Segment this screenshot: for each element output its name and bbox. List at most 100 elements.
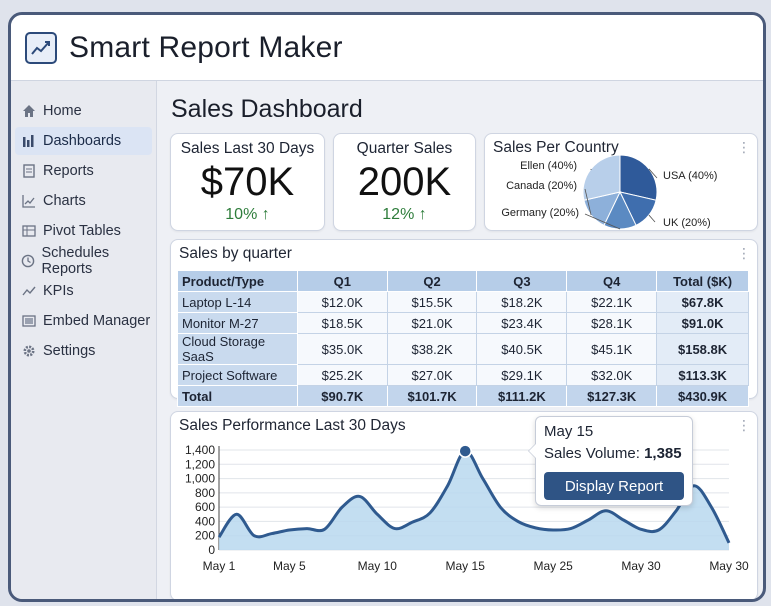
pie-slice[interactable]	[619, 154, 658, 201]
y-tick-label: 1,400	[185, 443, 215, 457]
more-options-icon[interactable]: ⋮	[737, 139, 751, 155]
pie-leader-line	[648, 214, 656, 223]
table-cell: $35.0K	[296, 333, 388, 365]
pie-label: Ellen (40%)	[520, 160, 577, 172]
pie-leader-line	[648, 168, 658, 179]
app-window: Smart Report Maker Home Dashboards Repor…	[8, 12, 766, 602]
display-report-button[interactable]: Display Report	[544, 472, 684, 500]
table-cell: Cloud Storage SaaS	[177, 333, 298, 365]
table-cell: $91.0K	[656, 312, 749, 334]
chart-tooltip: May 15 Sales Volume: 1,385 Display Repor…	[528, 416, 693, 506]
sidebar-item-reports[interactable]: Reports	[15, 157, 152, 185]
pie-leader-line	[584, 188, 592, 216]
sidebar-item-label: Embed Manager	[43, 313, 151, 329]
line-chart-icon	[21, 193, 37, 209]
table-cell: $127.3K	[566, 385, 658, 407]
table-row: Monitor M-27 $18.5K $21.0K $23.4K $28.1K…	[177, 312, 749, 334]
tooltip-arrow-inner	[529, 444, 536, 458]
kpi-value: $70K	[200, 160, 295, 204]
sidebar-item-dashboards[interactable]: Dashboards	[15, 127, 152, 155]
table-cell: $113.3K	[656, 364, 749, 386]
bar-chart-icon	[21, 133, 37, 149]
sidebar-item-label: Settings	[43, 343, 96, 359]
sales-by-quarter-card: Sales by quarter ⋮ Product/Type Q1 Q2 Q3…	[170, 239, 758, 407]
clock-icon	[21, 253, 35, 269]
x-tick-label: May 10	[358, 559, 398, 573]
table-cell: $32.0K	[566, 364, 658, 386]
column-header[interactable]: Q3	[476, 270, 568, 292]
sidebar-item-label: Charts	[43, 193, 86, 209]
table-cell: $158.8K	[656, 333, 749, 365]
table-cell: $101.7K	[386, 385, 478, 407]
table-cell: Monitor M-27	[177, 312, 298, 334]
tooltip-date: May 15	[544, 423, 594, 440]
table-cell: $12.0K	[296, 291, 388, 313]
column-header[interactable]: Product/Type	[177, 270, 298, 292]
sidebar-item-embed-manager[interactable]: Embed Manager	[15, 307, 152, 335]
sidebar: Home Dashboards Reports Charts Pivot Tab…	[11, 81, 157, 599]
kpi-label: Quarter Sales	[356, 140, 453, 157]
y-tick-label: 1,000	[185, 472, 215, 486]
table-cell: $15.5K	[386, 291, 478, 313]
table-cell: $45.1K	[566, 333, 658, 365]
sidebar-item-label: Reports	[43, 163, 94, 179]
table-cell: $18.2K	[476, 291, 568, 313]
series-line[interactable]	[217, 449, 731, 544]
home-icon	[21, 103, 37, 119]
table-cell: $29.1K	[476, 364, 568, 386]
sidebar-item-label: Dashboards	[43, 133, 122, 149]
pie-label: Germany (20%)	[501, 207, 579, 219]
document-icon	[21, 163, 37, 179]
sidebar-item-home[interactable]: Home	[15, 97, 152, 125]
card-title: Sales by quarter	[179, 245, 292, 262]
y-tick-label: 600	[195, 500, 215, 514]
sidebar-item-settings[interactable]: Settings	[15, 337, 152, 365]
sidebar-item-schedules-reports[interactable]: Schedules Reports	[15, 245, 152, 277]
table-cell: $40.5K	[476, 333, 568, 365]
kpi-value: 200K	[357, 160, 452, 204]
table-header-row: Product/Type Q1 Q2 Q3 Q4 Total ($K)	[177, 270, 749, 292]
sales-performance-card: Sales Performance Last 30 Days ⋮ 0 200 400…	[170, 411, 758, 599]
sidebar-item-label: KPIs	[43, 283, 74, 299]
kpi-change: 10% ↑	[225, 206, 270, 223]
y-tick-label: 200	[195, 529, 215, 543]
quarter-table: Product/Type Q1 Q2 Q3 Q4 Total ($K) Lapt…	[177, 270, 749, 407]
highlight-point[interactable]	[458, 444, 472, 458]
table-cell: $22.1K	[566, 291, 658, 313]
page-title: Sales Dashboard	[171, 95, 363, 123]
more-options-icon[interactable]: ⋮	[737, 417, 751, 433]
y-tick-label: 800	[195, 486, 215, 500]
x-tick-label: May 30	[621, 559, 661, 573]
table-cell: $67.8K	[656, 291, 749, 313]
more-options-icon[interactable]: ⋮	[737, 245, 751, 261]
column-header[interactable]: Q4	[566, 270, 658, 292]
pie-label: USA (40%)	[663, 170, 717, 182]
table-cell: Total	[177, 385, 298, 407]
sidebar-item-pivot-tables[interactable]: Pivot Tables	[15, 217, 152, 245]
tooltip-volume: Sales Volume: 1,385	[544, 445, 682, 462]
table-cell: $23.4K	[476, 312, 568, 334]
main-content: Sales Dashboard Sales Last 30 Days $70K …	[161, 81, 763, 599]
x-tick-label: May 1	[203, 559, 236, 573]
table-icon	[21, 223, 37, 239]
x-tick-label: May 25	[533, 559, 573, 573]
table-cell: Laptop L-14	[177, 291, 298, 313]
chart-line-icon	[25, 31, 57, 64]
pie-slice[interactable]	[582, 154, 621, 201]
table-cell: $111.2K	[476, 385, 568, 407]
table-cell: $430.9K	[656, 385, 749, 407]
table-cell: Project Software	[177, 364, 298, 386]
column-header[interactable]: Total ($K)	[656, 270, 749, 292]
pie-label: Canada (20%)	[506, 180, 577, 192]
embed-icon	[21, 313, 37, 329]
column-header[interactable]: Q1	[296, 270, 388, 292]
sales-per-country-card: Sales Per Country ⋮ USA (40%) UK (20%) Ger…	[484, 133, 758, 231]
x-tick-label: May 30	[709, 559, 749, 573]
sidebar-item-kpis[interactable]: KPIs	[15, 277, 152, 305]
sidebar-item-charts[interactable]: Charts	[15, 187, 152, 215]
column-header[interactable]: Q2	[386, 270, 478, 292]
x-tick-label: May 5	[273, 559, 306, 573]
kpi-change: 12% ↑	[382, 206, 427, 223]
kpi-card-quarter-sales: Quarter Sales 200K 12% ↑	[333, 133, 476, 231]
